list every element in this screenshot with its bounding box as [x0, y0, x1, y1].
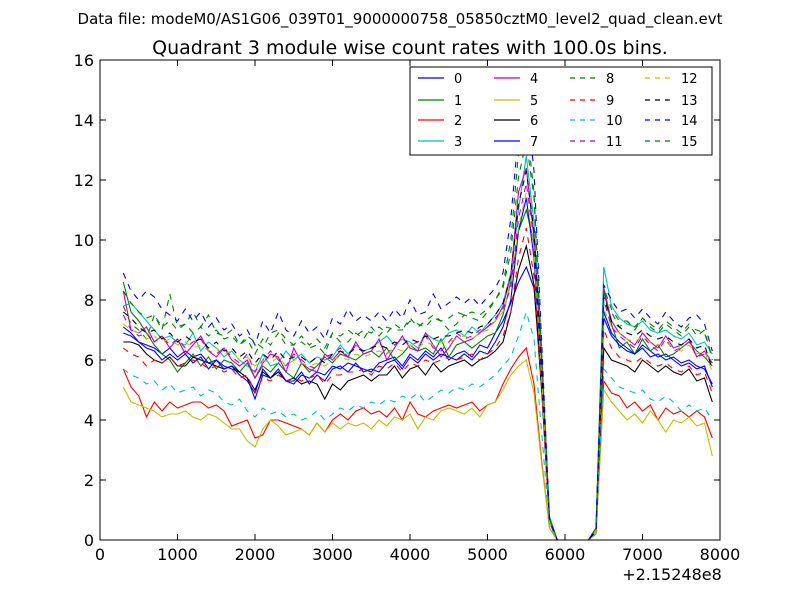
- x-tick-label: 8000: [700, 545, 741, 564]
- legend-label-5: 5: [530, 94, 538, 109]
- legend-label-9: 9: [606, 94, 614, 109]
- plot-frame: [99, 59, 721, 541]
- legend-label-14: 14: [681, 114, 698, 129]
- series-line-7: [123, 197, 713, 540]
- series-line-10: [122, 310, 713, 540]
- x-tick-label: 0: [95, 545, 105, 564]
- legend-label-4: 4: [530, 72, 538, 87]
- x-tick-label: 5000: [467, 545, 508, 564]
- legend-label-15: 15: [681, 135, 698, 150]
- legend-label-8: 8: [606, 72, 614, 87]
- series-line-14: [122, 95, 713, 540]
- chart-title: Quadrant 3 module wise count rates with …: [152, 37, 668, 59]
- x-tick-label: 4000: [390, 545, 431, 564]
- series-line-15: [122, 122, 713, 540]
- series-line-13: [122, 170, 713, 540]
- legend-label-6: 6: [530, 114, 538, 129]
- series-line-2: [122, 346, 713, 540]
- x-tick-label: 2000: [235, 545, 276, 564]
- x-tick-label: 3000: [312, 545, 353, 564]
- legend-box: [409, 66, 713, 156]
- series-line-6: [123, 243, 713, 540]
- legend-label-2: 2: [454, 114, 462, 129]
- legend-label-7: 7: [530, 135, 538, 150]
- x-offset-label: +2.15248e8: [622, 565, 722, 584]
- y-tick-label: 10: [74, 231, 94, 250]
- series-line-8: [122, 140, 713, 540]
- y-tick-label: 2: [84, 471, 94, 490]
- y-tick-label: 12: [74, 171, 94, 190]
- x-tick-label: 7000: [622, 545, 663, 564]
- legend-label-1: 1: [454, 94, 462, 109]
- legend-label-11: 11: [606, 135, 623, 150]
- legend-label-13: 13: [681, 94, 698, 109]
- chart-suptitle: Data file: modeM0/AS1G06_039T01_90000007…: [78, 10, 723, 29]
- ticks-layer: 0 1000 2000 3000 4000 5000 6000 7000 80000246810…: [74, 51, 741, 564]
- y-tick-label: 8: [84, 291, 94, 310]
- y-tick-label: 6: [84, 351, 94, 370]
- y-tick-label: 0: [84, 531, 94, 550]
- legend-label-12: 12: [681, 72, 698, 87]
- legend-label-3: 3: [454, 135, 462, 150]
- legend-label-10: 10: [606, 114, 623, 129]
- series-line-3: [123, 155, 713, 540]
- y-tick-label: 16: [74, 51, 94, 70]
- series-layer: [122, 95, 713, 540]
- y-tick-label: 4: [84, 411, 94, 430]
- series-line-5: [122, 359, 713, 540]
- series-line-9: [122, 227, 713, 540]
- series-line-1: [122, 208, 713, 540]
- series-line-4: [122, 167, 713, 540]
- legend-label-0: 0: [454, 72, 462, 87]
- series-line-0: [122, 265, 713, 540]
- x-tick-label: 6000: [545, 545, 586, 564]
- x-tick-label: 1000: [157, 545, 198, 564]
- y-tick-label: 14: [74, 111, 94, 130]
